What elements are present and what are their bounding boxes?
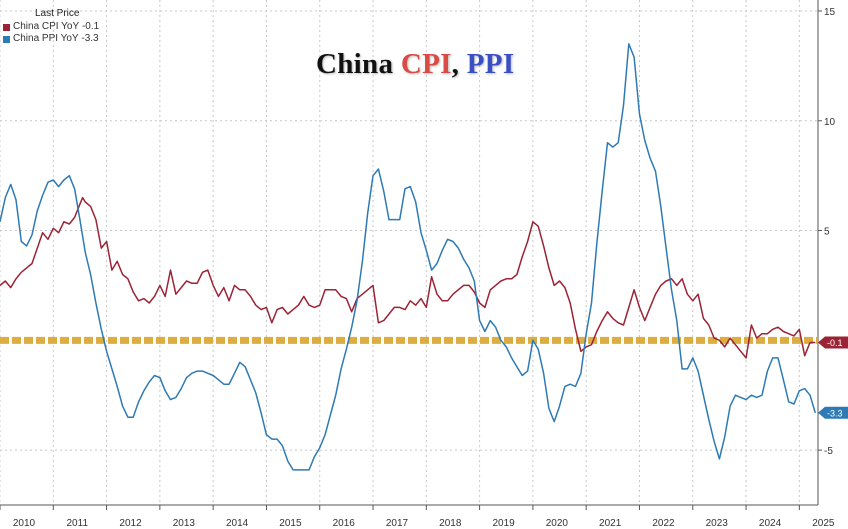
x-tick-label: 2017	[386, 518, 409, 529]
last-price-label-cpi: -0.1	[818, 336, 848, 349]
x-tick-label: 2013	[173, 518, 196, 529]
legend-label-ppi: China PPI YoY	[13, 33, 79, 44]
x-tick-label: 2011	[67, 518, 89, 529]
last-price-text: -3.3	[827, 408, 843, 418]
x-tick-label: 2014	[226, 518, 249, 529]
x-tick-label: 2010	[13, 518, 36, 529]
x-tick-label: 2024	[759, 518, 782, 529]
chart-title: China CPI, PPI	[316, 48, 514, 81]
legend-item-ppi: China PPI YoY -3.3	[3, 33, 99, 45]
x-tick-label: 2016	[333, 518, 356, 529]
y-tick-label: 5	[824, 227, 830, 238]
chart-legend: Last Price China CPI YoY -0.1 China PPI …	[3, 8, 99, 45]
x-tick-label: 2019	[492, 518, 515, 529]
title-prefix: China	[316, 48, 394, 80]
x-tick-label: 2018	[439, 518, 462, 529]
last-price-markers: -0.1 -3.3	[818, 336, 848, 419]
legend-item-cpi: China CPI YoY -0.1	[3, 21, 99, 33]
title-ppi: PPI	[466, 48, 515, 80]
chart-series	[0, 43, 817, 471]
chart-grid	[0, 0, 818, 505]
legend-value-ppi: -3.3	[81, 33, 99, 44]
x-tick-label: 2020	[546, 518, 569, 529]
legend-swatch-ppi	[3, 35, 10, 43]
legend-value-cpi: -0.1	[81, 21, 100, 32]
x-tick-label: 2012	[119, 518, 142, 529]
last-price-label-ppi: -3.3	[818, 406, 848, 419]
series-line-cpi	[0, 196, 816, 359]
last-price-tag	[818, 336, 848, 349]
x-tick-label: 2015	[279, 518, 302, 529]
series-line-ppi	[0, 43, 817, 471]
y-tick-label: 10	[824, 117, 836, 128]
legend-header: Last Price	[35, 8, 80, 19]
y-tick-label: 15	[824, 7, 836, 18]
title-cpi: CPI	[400, 48, 452, 80]
last-price-tag	[818, 406, 848, 419]
title-separator: ,	[451, 48, 460, 80]
last-price-text: -0.1	[827, 338, 843, 348]
x-tick-label: 2021	[599, 518, 622, 529]
legend-label-cpi: China CPI YoY	[13, 21, 80, 32]
x-tick-label: 2023	[706, 518, 729, 529]
x-tick-label: 2022	[652, 518, 675, 529]
legend-swatch-cpi	[3, 23, 10, 31]
x-tick-label: 2025	[812, 518, 835, 529]
y-tick-label: -5	[824, 446, 833, 457]
